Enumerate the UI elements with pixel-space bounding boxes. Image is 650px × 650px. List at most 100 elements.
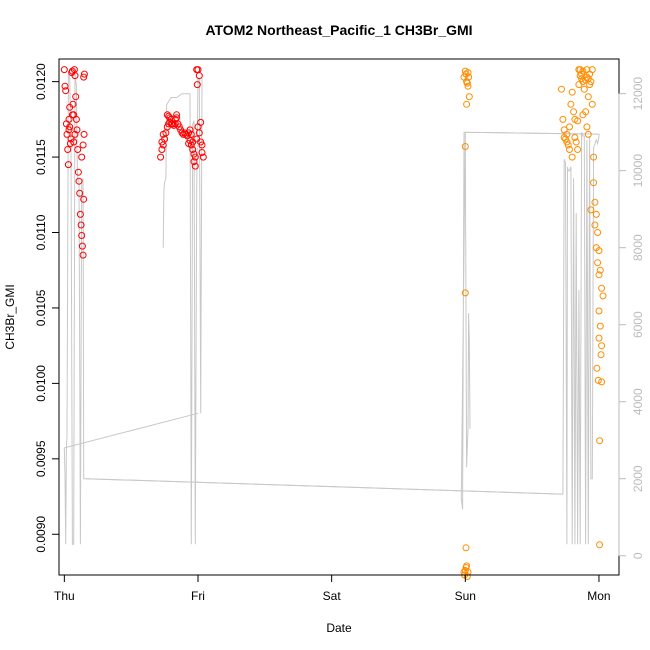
data-point: [158, 146, 166, 153]
data-point: [198, 149, 206, 156]
x-tick-label: Thu: [54, 589, 75, 603]
data-point: [198, 141, 206, 149]
y-tick-label: 0.0090: [34, 516, 48, 553]
data-point: [72, 93, 80, 101]
data-point: [563, 130, 571, 138]
x-axis-label: Date: [326, 621, 352, 635]
data-point: [195, 129, 203, 137]
x-tick-label: Sun: [455, 589, 476, 603]
y2-tick-label: 2000: [631, 465, 645, 492]
data-point: [596, 266, 604, 274]
data-point: [464, 69, 472, 77]
data-point: [71, 130, 79, 138]
x-tick-label: Fri: [191, 589, 205, 603]
data-point: [592, 210, 600, 218]
secondary-line-layer: [63, 74, 600, 545]
data-point: [171, 115, 179, 123]
data-points-layer: [60, 66, 607, 580]
data-point: [584, 130, 592, 138]
data-point: [80, 73, 88, 81]
y2-tick-label: 0: [631, 552, 645, 559]
data-point: [594, 259, 602, 267]
data-point: [73, 126, 81, 134]
data-point: [574, 117, 582, 125]
y2-axis: 0 2000 4000 6000 8000 10000 12000: [618, 77, 645, 559]
data-point: [465, 93, 473, 101]
data-point: [66, 123, 74, 131]
data-point: [191, 162, 199, 170]
data-point: [591, 221, 599, 229]
data-point: [572, 138, 580, 146]
data-point: [579, 111, 587, 119]
data-point: [61, 82, 69, 90]
data-point: [580, 85, 588, 93]
x-tick-label: Sat: [323, 589, 342, 603]
data-point: [76, 189, 84, 197]
data-point: [78, 232, 86, 239]
data-point: [80, 70, 88, 78]
data-point: [590, 153, 598, 161]
y2-tick-label: 6000: [631, 311, 645, 338]
secondary-line-segment: [64, 412, 199, 449]
data-point: [598, 284, 606, 292]
data-point: [593, 364, 601, 372]
data-point: [583, 73, 591, 81]
data-point: [595, 334, 603, 342]
data-point: [199, 153, 207, 161]
data-point: [189, 146, 197, 153]
data-point: [159, 130, 167, 138]
y-tick-label: 0.0100: [34, 365, 48, 402]
data-point: [566, 123, 573, 131]
data-point: [66, 140, 74, 147]
plot-frame: [58, 58, 620, 576]
data-point: [65, 115, 73, 123]
x-tick-label: Mon: [587, 589, 610, 603]
data-point: [65, 126, 73, 134]
data-point: [186, 126, 194, 134]
y-tick-label: 0.0120: [34, 63, 48, 100]
data-point: [559, 115, 567, 123]
secondary-line-segment: [162, 77, 203, 545]
data-point: [598, 342, 606, 350]
data-point: [575, 81, 583, 89]
data-point: [80, 195, 88, 203]
data-point: [567, 100, 575, 108]
data-point: [595, 271, 603, 279]
y2-tick-label: 10000: [631, 154, 645, 188]
secondary-line: [63, 74, 600, 545]
secondary-line-segment: [465, 131, 598, 135]
data-point: [157, 153, 165, 161]
data-point: [592, 244, 600, 252]
data-point: [78, 242, 86, 250]
data-point: [465, 73, 473, 81]
data-point: [187, 141, 195, 149]
data-point: [75, 177, 83, 185]
data-point: [68, 111, 76, 119]
data-point: [588, 100, 596, 108]
data-point: [74, 146, 82, 153]
data-point: [195, 72, 203, 80]
y-tick-label: 0.0110: [34, 214, 48, 250]
y-tick-label: 0.0105: [34, 289, 48, 326]
data-point: [568, 153, 576, 161]
data-point: [571, 134, 579, 141]
data-point: [64, 146, 72, 153]
data-point: [583, 123, 591, 131]
data-point: [178, 129, 186, 137]
data-point: [594, 376, 602, 384]
data-point: [193, 135, 201, 143]
data-point: [63, 130, 71, 138]
data-point: [158, 138, 166, 146]
data-point: [564, 141, 572, 149]
chart-title: ATOM2 Northeast_Pacific_1 CH3Br_GMI: [205, 22, 472, 38]
y2-tick-label: 12000: [631, 77, 645, 111]
data-point: [72, 115, 80, 123]
data-point: [78, 153, 86, 161]
data-point: [71, 72, 79, 80]
data-point: [594, 229, 602, 236]
data-point: [597, 351, 605, 359]
data-point: [66, 103, 74, 111]
secondary-line-segment: [85, 478, 562, 495]
data-point: [588, 66, 596, 74]
